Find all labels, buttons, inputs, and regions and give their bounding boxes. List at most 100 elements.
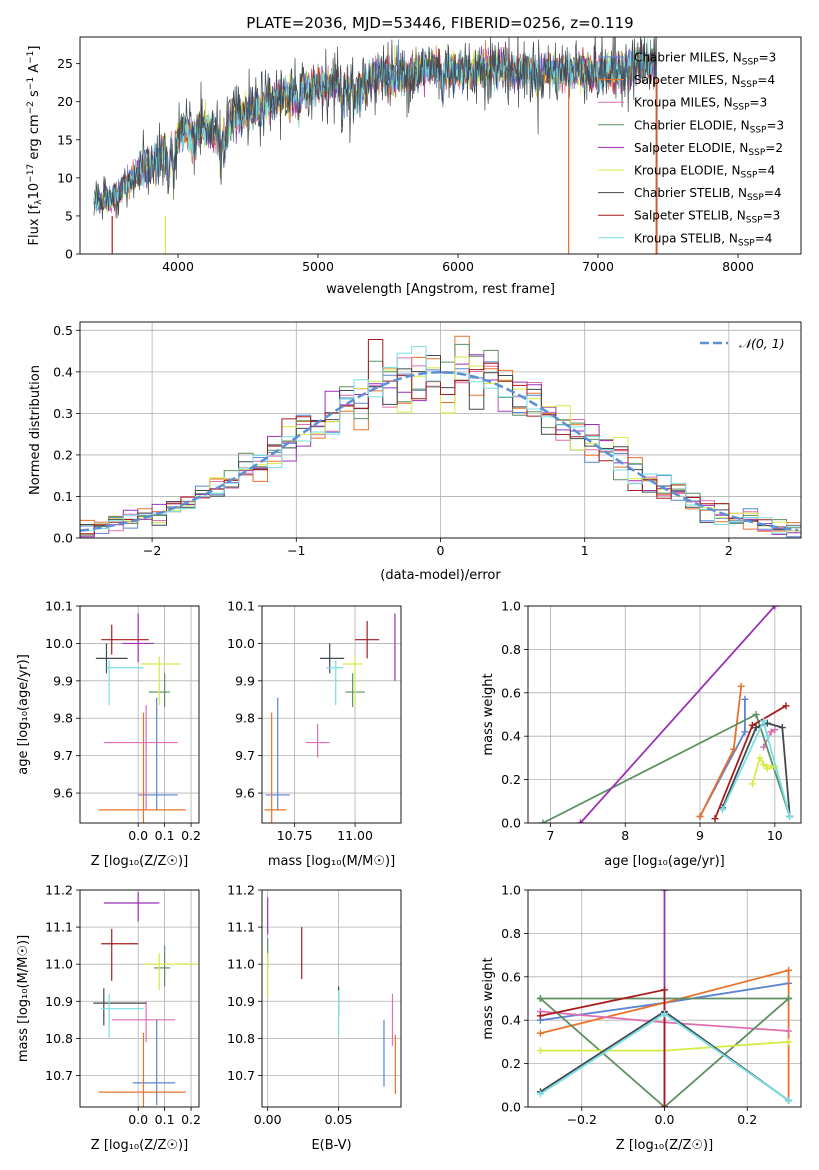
y-axis-label-part: −1 bbox=[26, 51, 36, 64]
legend-name: Chabrier STELIB, N bbox=[634, 186, 747, 200]
legend-count: =3 bbox=[763, 209, 781, 223]
weight-marker bbox=[661, 1010, 668, 1018]
x-tick-label: 8 bbox=[621, 828, 629, 843]
y-tick-label: 0.2 bbox=[53, 447, 73, 462]
weight-marker bbox=[711, 815, 719, 823]
errorbar-salpeter-miles bbox=[98, 712, 186, 823]
y-axis-label-part: 10 bbox=[27, 183, 42, 200]
weight-marker bbox=[785, 1038, 793, 1046]
legend-name: Kroupa STELIB, N bbox=[634, 231, 738, 245]
weight-marker bbox=[767, 728, 775, 736]
weight-marker bbox=[778, 724, 786, 732]
errorbar-salpeter-elodie bbox=[122, 613, 155, 663]
y-tick-label: 10.9 bbox=[45, 994, 73, 1009]
weight-marker bbox=[696, 812, 704, 820]
legend-count: =3 bbox=[759, 51, 777, 65]
y-tick-label: 9.9 bbox=[53, 673, 73, 688]
y-tick-label: 20 bbox=[57, 94, 73, 109]
y-tick-label: 25 bbox=[57, 56, 73, 71]
errorbar-kroupa-elodie bbox=[140, 656, 181, 706]
legend-name: Salpeter STELIB, N bbox=[634, 209, 746, 223]
weight-marker bbox=[748, 780, 756, 788]
weight-series-kroupa-stelib bbox=[718, 717, 794, 820]
weight-marker bbox=[760, 717, 768, 725]
y-tick-label: 0.2 bbox=[501, 1056, 521, 1071]
weight-marker bbox=[752, 724, 760, 732]
errorbar-chabrier-miles bbox=[132, 1019, 176, 1106]
x-axis-label: wavelength [Angstrom, rest frame] bbox=[326, 282, 555, 297]
x-axis-label: age [log₁₀(age/yr)] bbox=[604, 854, 725, 869]
x-axis-label: Z [log₁₀(Z/Z☉)] bbox=[91, 854, 188, 869]
y-tick-label: 0.1 bbox=[53, 489, 73, 504]
y-tick-label: 0.0 bbox=[501, 816, 521, 831]
axes-frame bbox=[527, 889, 802, 1108]
y-tick-label: 0.5 bbox=[53, 323, 73, 338]
axes-frame bbox=[527, 605, 802, 824]
x-tick-label: 0.00 bbox=[254, 1112, 282, 1127]
weight-marker bbox=[539, 819, 547, 823]
y-tick-label: 11.1 bbox=[45, 920, 73, 935]
y-tick-label: 9.8 bbox=[235, 711, 255, 726]
legend-name: Chabrier ELODIE, N bbox=[634, 118, 750, 132]
weight-marker bbox=[661, 986, 668, 994]
x-axis-label: Z [log₁₀(Z/Z☉)] bbox=[91, 1138, 188, 1153]
y-tick-label: 11.2 bbox=[45, 883, 73, 898]
x-tick-label: −2 bbox=[143, 543, 161, 558]
x-tick-label: 10 bbox=[767, 828, 783, 843]
legend-label: Kroupa ELODIE, NSSP=4 bbox=[634, 164, 775, 181]
errorbar-salpeter-miles bbox=[98, 1032, 186, 1107]
legend-label: Chabrier MILES, NSSP=3 bbox=[634, 51, 776, 68]
x-tick-label: 0.0 bbox=[128, 1112, 148, 1127]
errorbar-kroupa-stelib bbox=[326, 660, 343, 706]
weight-marker bbox=[771, 726, 779, 734]
errorbar-kroupa-elodie bbox=[143, 953, 199, 991]
x-tick-label: 9 bbox=[696, 828, 704, 843]
weight-marker bbox=[737, 682, 745, 690]
weight-marker bbox=[730, 745, 738, 753]
weight-line bbox=[721, 718, 791, 817]
x-tick-label: 0.05 bbox=[325, 1112, 353, 1127]
weight-marker bbox=[741, 695, 749, 703]
legend-sub: SSP bbox=[733, 103, 750, 113]
errorbar-salpeter-stelib bbox=[101, 624, 149, 655]
y-tick-label: 0.8 bbox=[501, 926, 521, 941]
errorbar-chabrier-elodie bbox=[154, 945, 170, 987]
weight-marker bbox=[771, 606, 779, 610]
x-tick-label: −0.2 bbox=[567, 1112, 597, 1127]
weight-marker bbox=[536, 1090, 544, 1098]
y-axis-label: Normed distribution bbox=[28, 365, 43, 495]
legend-sub: SSP bbox=[750, 125, 767, 135]
y-axis-label-part: erg cm bbox=[27, 114, 42, 163]
x-tick-label: 7000 bbox=[582, 259, 614, 274]
x-tick-label: 0.2 bbox=[181, 1112, 201, 1127]
y-tick-label: 10 bbox=[57, 170, 73, 185]
x-tick-label: 0.2 bbox=[737, 1112, 757, 1127]
y-tick-label: 5 bbox=[65, 208, 73, 223]
gaussian-curve bbox=[79, 371, 799, 532]
y-axis-label-part: ] bbox=[27, 46, 42, 51]
figure-title: PLATE=2036, MJD=53446, FIBERID=0256, z=0… bbox=[246, 14, 633, 32]
legend-count: =3 bbox=[750, 96, 768, 110]
legend-sub: SSP bbox=[747, 193, 764, 203]
legend-sub: SSP bbox=[738, 238, 755, 248]
errorbar-chabrier-stelib bbox=[93, 988, 147, 1026]
weight-marker bbox=[536, 1047, 544, 1055]
y-tick-label: 0.4 bbox=[53, 364, 73, 379]
weight-marker bbox=[536, 1012, 544, 1020]
y-tick-label: 11.2 bbox=[227, 883, 255, 898]
axes-frame bbox=[79, 889, 200, 1108]
y-tick-label: 1.0 bbox=[501, 599, 521, 614]
axes-frame bbox=[261, 605, 402, 824]
y-tick-label: 0.6 bbox=[501, 969, 521, 984]
x-tick-label: 11.00 bbox=[337, 828, 373, 843]
legend-count: =4 bbox=[755, 231, 773, 245]
y-axis-label-part: Flux [f bbox=[27, 204, 42, 245]
axes-frame bbox=[261, 889, 402, 1108]
y-axis-label-part: −2 bbox=[26, 101, 36, 114]
weight-marker bbox=[536, 995, 544, 1002]
weight-marker bbox=[760, 760, 768, 768]
weight-marker bbox=[763, 732, 771, 740]
legend-sub: SSP bbox=[748, 148, 765, 158]
y-tick-label: 10.7 bbox=[45, 1068, 73, 1083]
